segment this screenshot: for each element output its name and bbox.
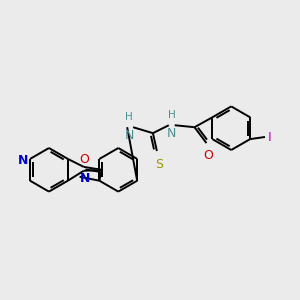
Text: H: H <box>125 112 133 122</box>
Text: S: S <box>155 158 163 171</box>
Text: N: N <box>80 172 90 185</box>
Text: I: I <box>268 130 272 144</box>
Text: N: N <box>18 154 28 167</box>
Text: N: N <box>124 129 134 142</box>
Text: O: O <box>80 153 90 166</box>
Text: H: H <box>168 110 176 120</box>
Text: N: N <box>167 127 176 140</box>
Text: O: O <box>203 149 213 162</box>
